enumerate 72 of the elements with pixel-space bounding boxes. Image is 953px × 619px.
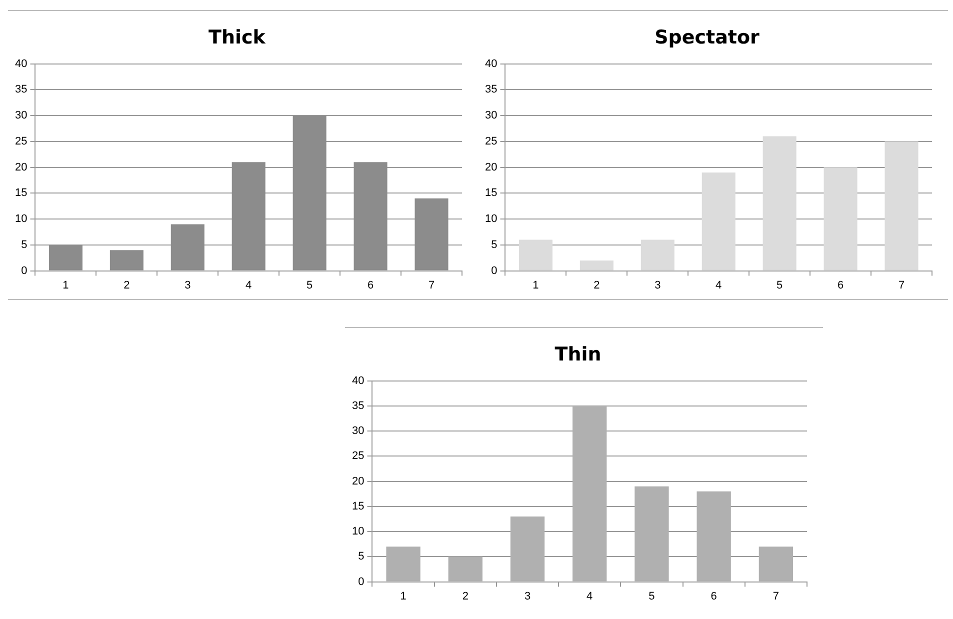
y-tick-label: 10 — [484, 213, 498, 226]
x-tick-label: 5 — [306, 279, 313, 292]
bar — [580, 260, 614, 270]
x-tick-label: 6 — [837, 279, 844, 292]
x-tick-label: 3 — [524, 590, 531, 602]
bar — [640, 240, 674, 270]
x-tick-label: 4 — [246, 279, 252, 292]
y-tick-label: 10 — [352, 526, 364, 538]
chart-title: Thin — [554, 343, 602, 366]
x-tick-label: 5 — [648, 590, 655, 602]
bar — [354, 162, 388, 270]
y-tick-label: 25 — [352, 450, 364, 462]
bar — [884, 141, 918, 270]
x-tick-label: 1 — [62, 279, 69, 292]
y-tick-label: 5 — [491, 238, 498, 251]
bar — [696, 491, 731, 582]
x-tick-label: 4 — [716, 279, 722, 292]
bar — [48, 244, 82, 270]
x-tick-label: 5 — [776, 279, 783, 292]
chart-title: Spectator — [654, 26, 760, 48]
x-tick-label: 2 — [594, 279, 600, 292]
y-tick-label: 25 — [14, 135, 28, 148]
bar — [448, 556, 482, 582]
y-tick-label: 35 — [352, 400, 364, 412]
bar — [518, 240, 552, 270]
y-tick-label: 20 — [14, 161, 28, 174]
bar — [510, 516, 545, 582]
x-tick-label: 6 — [367, 279, 374, 292]
y-tick-label: 15 — [14, 187, 28, 200]
y-tick-label: 30 — [484, 110, 498, 122]
y-tick-label: 40 — [14, 58, 28, 70]
bar — [170, 224, 204, 270]
bar — [292, 116, 326, 270]
bar — [762, 136, 796, 270]
x-tick-label: 2 — [124, 279, 130, 292]
x-tick-label: 7 — [772, 590, 780, 602]
y-tick-label: 35 — [14, 84, 28, 96]
y-tick-label: 0 — [491, 264, 498, 277]
x-tick-label: 6 — [710, 590, 717, 602]
y-tick-label: 0 — [358, 576, 364, 588]
bar — [572, 406, 607, 582]
bar — [386, 546, 420, 582]
x-tick-label: 4 — [586, 590, 593, 602]
y-tick-label: 15 — [484, 187, 498, 200]
y-tick-label: 20 — [352, 475, 364, 488]
bar — [634, 486, 669, 582]
bar — [702, 172, 736, 270]
x-tick-label: 3 — [184, 279, 191, 292]
bar — [232, 162, 266, 270]
x-tick-label: 7 — [898, 279, 905, 292]
y-tick-label: 5 — [358, 550, 364, 563]
y-tick-label: 20 — [484, 161, 498, 174]
y-tick-label: 40 — [484, 58, 498, 70]
x-tick-label: 2 — [462, 590, 468, 602]
y-tick-label: 10 — [14, 213, 28, 226]
bar — [758, 546, 794, 582]
x-tick-label: 3 — [654, 279, 661, 292]
y-tick-label: 5 — [21, 238, 28, 251]
y-tick-label: 0 — [21, 264, 28, 277]
y-tick-label: 30 — [14, 110, 28, 122]
y-tick-label: 25 — [484, 135, 498, 148]
y-tick-label: 40 — [352, 374, 364, 387]
chart-title: Thick — [208, 26, 266, 48]
x-tick-label: 1 — [400, 590, 406, 602]
y-tick-label: 35 — [484, 84, 498, 96]
x-tick-label: 7 — [428, 279, 435, 292]
bar — [824, 167, 858, 270]
y-tick-label: 30 — [352, 425, 364, 438]
bar — [110, 250, 144, 270]
bar — [414, 198, 448, 270]
x-tick-label: 1 — [532, 279, 539, 292]
y-tick-label: 15 — [352, 500, 364, 512]
